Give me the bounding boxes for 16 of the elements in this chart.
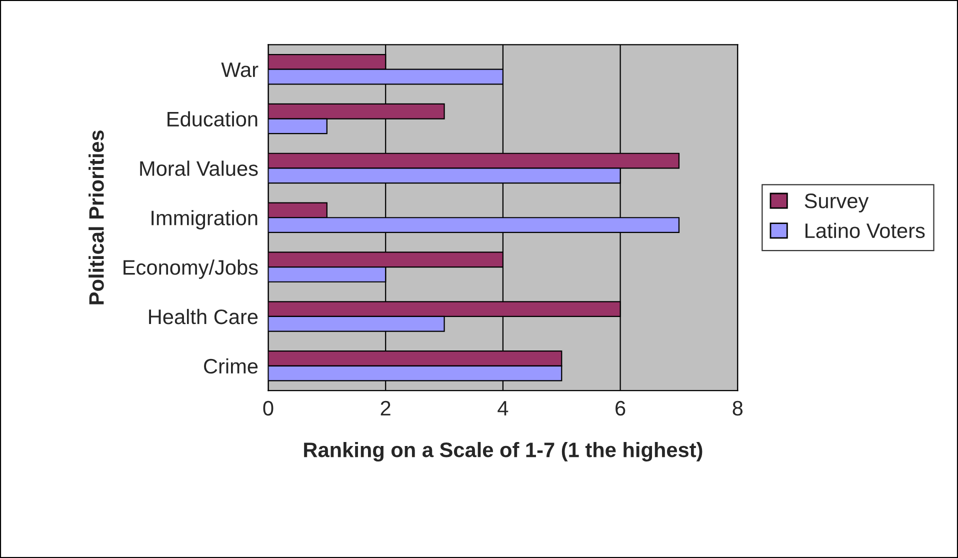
legend-label: Survey [804,194,869,212]
y-tick-label: Immigration [152,210,258,230]
legend-label: Latino Voters [806,222,925,238]
y-tick-label: War [221,62,258,78]
y-tick-label: Crime [204,358,258,374]
x-tick-label: 8 [732,400,743,416]
y-axis-title: Political Priorities [88,130,104,304]
y-tick-label: Health Care [149,308,258,324]
x-tick-label: 6 [616,400,626,416]
y-tick-label: Economy/Jobs [124,259,258,279]
x-tick-label: 4 [498,401,508,416]
x-tick-label: 2 [380,400,390,416]
x-tick-label: 0 [263,400,274,416]
y-tick-label: Education [168,111,258,127]
y-tick-label: Moral Values [140,160,258,176]
x-axis-title: Ranking on a Scale of 1-7 (1 the highest) [304,442,702,462]
